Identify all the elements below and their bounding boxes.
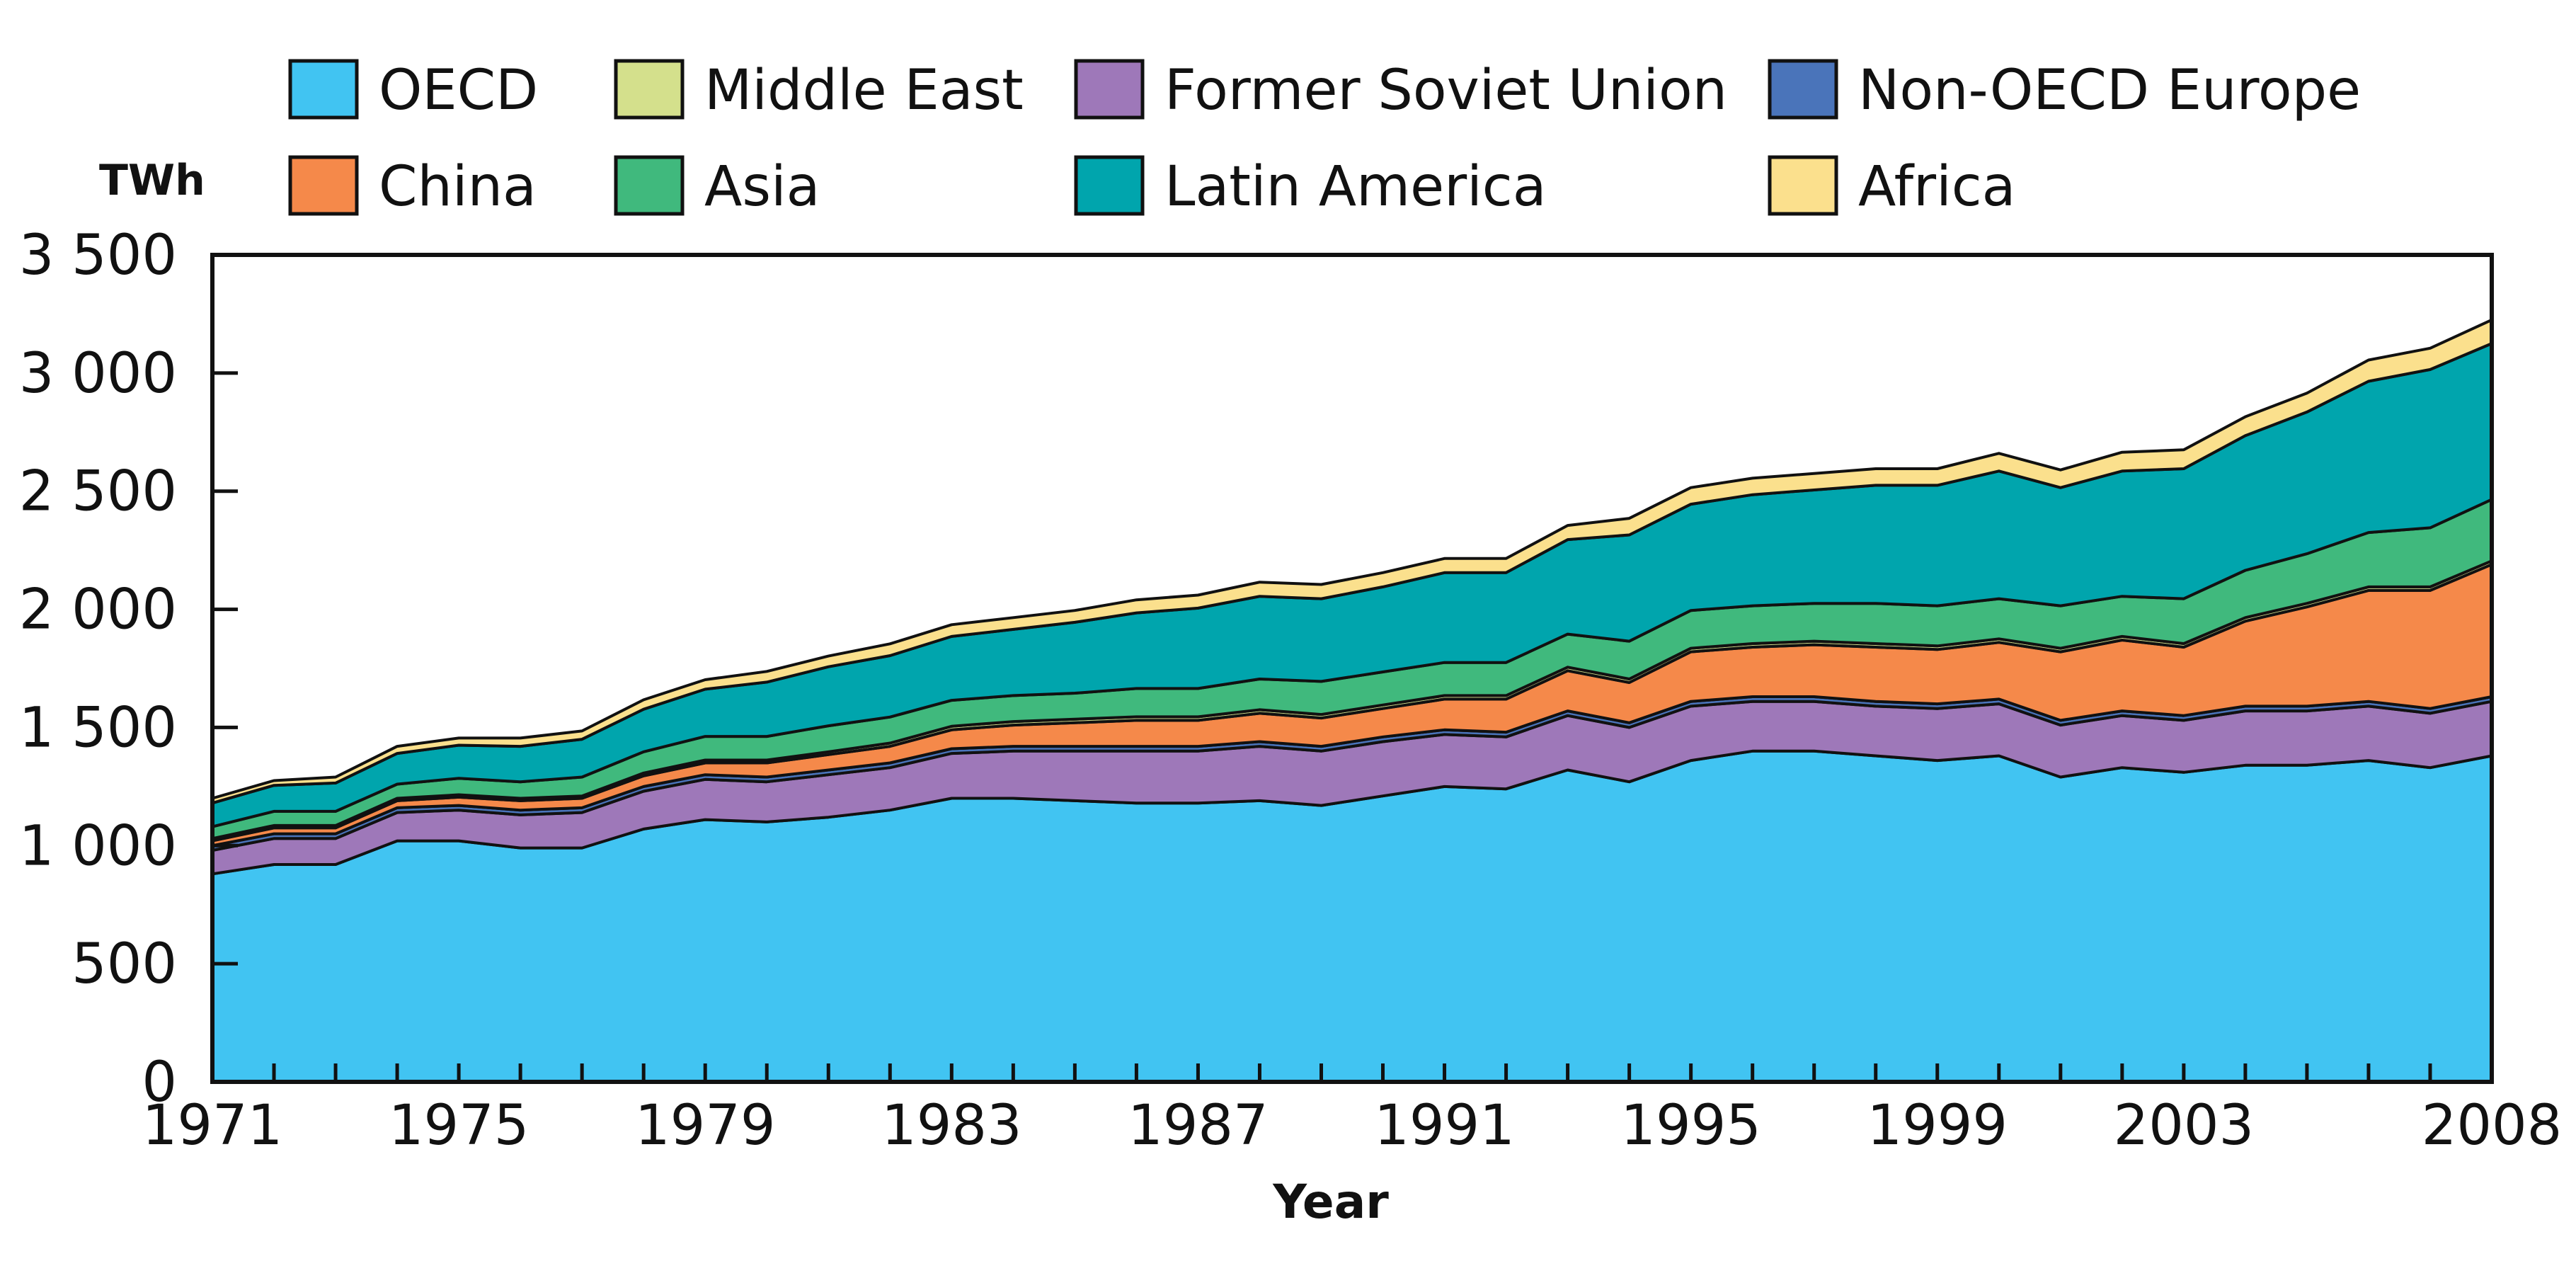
y-tick-label: 2 500 xyxy=(19,460,177,524)
x-tick-label: 1975 xyxy=(389,1094,529,1158)
legend-label: Former Soviet Union xyxy=(1164,59,1727,122)
legend-swatch xyxy=(1074,155,1145,216)
x-tick-label: 1971 xyxy=(142,1094,283,1158)
y-tick-label: 1 500 xyxy=(19,696,177,760)
legend-label: Africa xyxy=(1858,155,2015,219)
x-tick-label: 1979 xyxy=(635,1094,776,1158)
x-axis: 1971 1975 1979 1983 1987 1991 1995 1999 2003 2008 xyxy=(142,1063,2563,1158)
legend-swatch xyxy=(614,155,685,216)
legend-swatch xyxy=(1768,155,1838,216)
legend-label: Latin America xyxy=(1164,155,1547,219)
x-tick-label: 1995 xyxy=(1620,1094,1761,1158)
legend-label: China xyxy=(379,155,537,219)
y-tick-label: 3 500 xyxy=(19,224,177,287)
x-tick-label: 1987 xyxy=(1128,1094,1269,1158)
y-tick-label: 2 000 xyxy=(19,578,177,642)
x-axis-label: Year xyxy=(1272,1175,1389,1229)
legend-label: Asia xyxy=(704,155,820,219)
y-tick-label: 0 xyxy=(142,1051,177,1114)
legend-item-non-oecd-europe: Non-OECD Europe xyxy=(1768,59,2361,122)
x-tick-label: 1999 xyxy=(1867,1094,2008,1158)
legend-label: Non-OECD Europe xyxy=(1858,59,2361,122)
legend-label: OECD xyxy=(379,59,538,122)
x-tick-label: 2003 xyxy=(2114,1094,2255,1158)
legend-item-asia: Asia xyxy=(614,155,820,219)
y-tick-label: 500 xyxy=(71,932,177,996)
y-tick-label: 1 000 xyxy=(19,814,177,878)
y-axis: 0 500 1 000 1 500 2 000 2 500 3 000 3 500 xyxy=(19,224,238,1114)
legend-item-oecd: OECD xyxy=(288,59,538,122)
legend-swatch xyxy=(288,59,359,120)
x-tick-label: 1991 xyxy=(1374,1094,1515,1158)
legend-swatch xyxy=(1074,59,1145,120)
legend-item-africa: Africa xyxy=(1768,155,2015,219)
y-unit-label: TWh xyxy=(99,156,205,205)
legend-swatch xyxy=(614,59,685,120)
area-series-group xyxy=(211,318,2493,1083)
plot-frame xyxy=(210,253,2494,1084)
legend-item-former-soviet-union: Former Soviet Union xyxy=(1074,59,1727,122)
legend-swatch xyxy=(1768,59,1838,120)
x-tick-label: 1983 xyxy=(881,1094,1022,1158)
legend-item-middle-east: Middle East xyxy=(614,59,1024,122)
y-tick-label: 3 000 xyxy=(19,342,177,406)
legend-swatch xyxy=(288,155,359,216)
x-tick-label: 2008 xyxy=(2422,1094,2563,1158)
legend-item-latin-america: Latin America xyxy=(1074,155,1547,219)
legend-item-china: China xyxy=(288,155,537,219)
legend-label: Middle East xyxy=(704,59,1024,122)
legend: OECD China Middle East Asia Former Soviet Un… xyxy=(288,59,2361,219)
